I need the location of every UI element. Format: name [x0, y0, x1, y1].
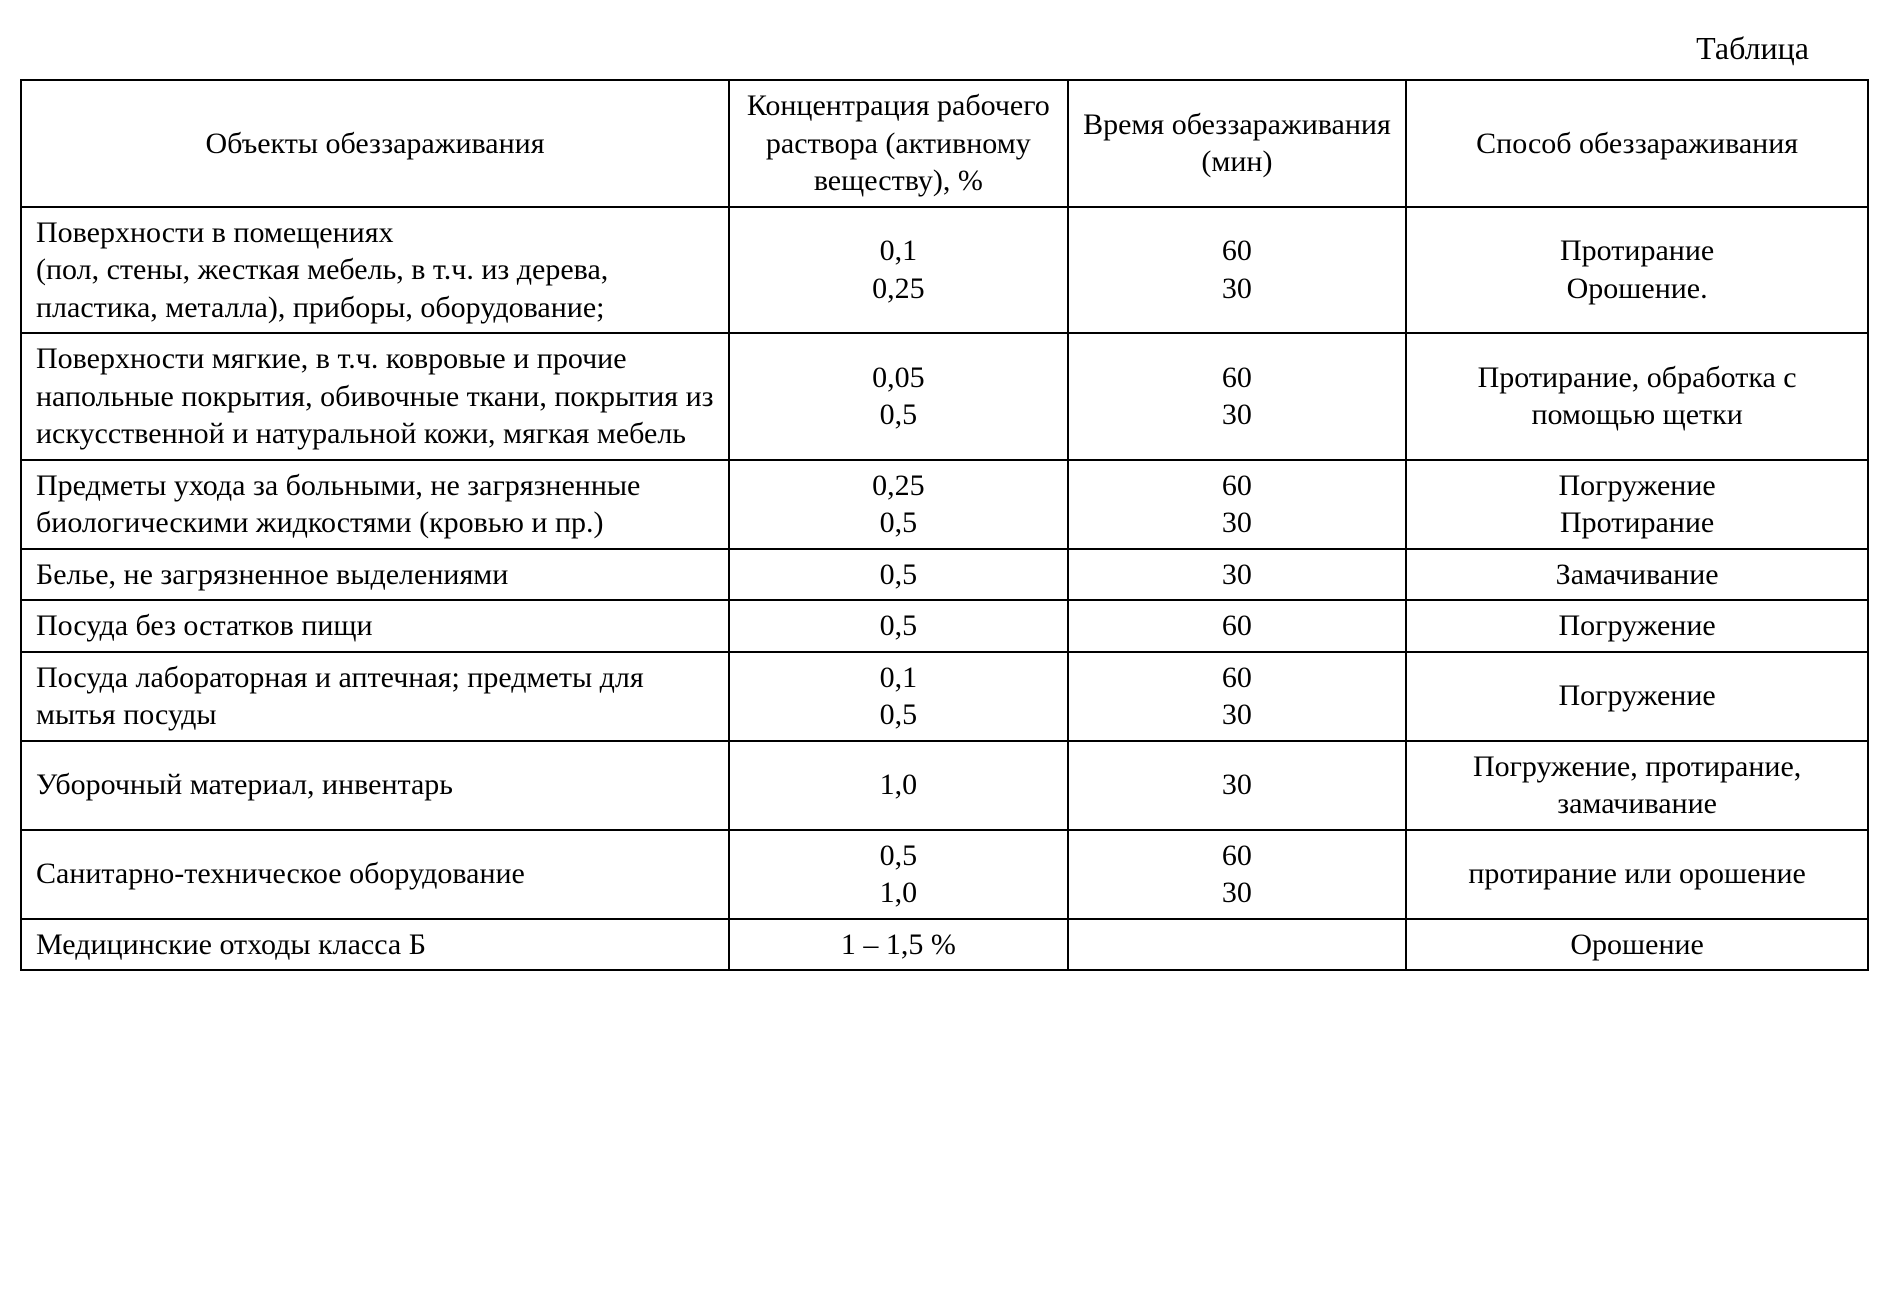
cell-method: Орошение: [1406, 919, 1868, 971]
table-caption: Таблица: [20, 30, 1809, 67]
table-row: Посуда лабораторная и аптечная; предметы…: [21, 652, 1868, 741]
cell-method: Протирание Орошение.: [1406, 207, 1868, 334]
cell-time: 60 30: [1068, 207, 1407, 334]
cell-object: Поверхности мягкие, в т.ч. ковровые и пр…: [21, 333, 729, 460]
table-row: Поверхности мягкие, в т.ч. ковровые и пр…: [21, 333, 1868, 460]
cell-concentration: 0,25 0,5: [729, 460, 1068, 549]
cell-time: 60: [1068, 600, 1407, 652]
cell-method: Протирание, обработка с помощью щетки: [1406, 333, 1868, 460]
cell-time: 30: [1068, 741, 1407, 830]
table-row: Медицинские отходы класса Б 1 – 1,5 % Ор…: [21, 919, 1868, 971]
header-method: Способ обеззараживания: [1406, 80, 1868, 207]
cell-time: 60 30: [1068, 830, 1407, 919]
header-concentration: Концентрация рабочего раствора (активном…: [729, 80, 1068, 207]
table-row: Предметы ухода за больными, не загрязнен…: [21, 460, 1868, 549]
cell-concentration: 0,05 0,5: [729, 333, 1068, 460]
cell-method: Замачивание: [1406, 549, 1868, 601]
table-row: Санитарно-техническое оборудование 0,5 1…: [21, 830, 1868, 919]
cell-method: Погружение Протирание: [1406, 460, 1868, 549]
cell-object: Поверхности в помещениях (пол, стены, же…: [21, 207, 729, 334]
cell-method: Погружение: [1406, 600, 1868, 652]
cell-concentration: 0,5: [729, 549, 1068, 601]
cell-object: Посуда без остатков пищи: [21, 600, 729, 652]
cell-concentration: 1,0: [729, 741, 1068, 830]
cell-object: Санитарно-техническое оборудование: [21, 830, 729, 919]
table-row: Белье, не загрязненное выделениями 0,5 3…: [21, 549, 1868, 601]
cell-object: Медицинские отходы класса Б: [21, 919, 729, 971]
cell-time: 60 30: [1068, 333, 1407, 460]
table-row: Уборочный материал, инвентарь 1,0 30 Пог…: [21, 741, 1868, 830]
cell-object: Предметы ухода за больными, не загрязнен…: [21, 460, 729, 549]
cell-method: Погружение, протирание, замачивание: [1406, 741, 1868, 830]
cell-object: Белье, не загрязненное выделениями: [21, 549, 729, 601]
table-row: Поверхности в помещениях (пол, стены, же…: [21, 207, 1868, 334]
header-object: Объекты обеззараживания: [21, 80, 729, 207]
cell-concentration: 1 – 1,5 %: [729, 919, 1068, 971]
table-row: Посуда без остатков пищи 0,5 60 Погружен…: [21, 600, 1868, 652]
cell-method: Погружение: [1406, 652, 1868, 741]
cell-time: 30: [1068, 549, 1407, 601]
cell-method: протирание или орошение: [1406, 830, 1868, 919]
table-header-row: Объекты обеззараживания Концентрация раб…: [21, 80, 1868, 207]
header-time: Время обеззараживания (мин): [1068, 80, 1407, 207]
cell-concentration: 0,1 0,25: [729, 207, 1068, 334]
cell-object: Уборочный материал, инвентарь: [21, 741, 729, 830]
cell-object: Посуда лабораторная и аптечная; предметы…: [21, 652, 729, 741]
cell-time: [1068, 919, 1407, 971]
disinfection-table: Объекты обеззараживания Концентрация раб…: [20, 79, 1869, 971]
document-page: Таблица Объекты обеззараживания Концентр…: [20, 30, 1869, 971]
cell-concentration: 0,1 0,5: [729, 652, 1068, 741]
cell-time: 60 30: [1068, 460, 1407, 549]
cell-time: 60 30: [1068, 652, 1407, 741]
cell-concentration: 0,5: [729, 600, 1068, 652]
cell-concentration: 0,5 1,0: [729, 830, 1068, 919]
